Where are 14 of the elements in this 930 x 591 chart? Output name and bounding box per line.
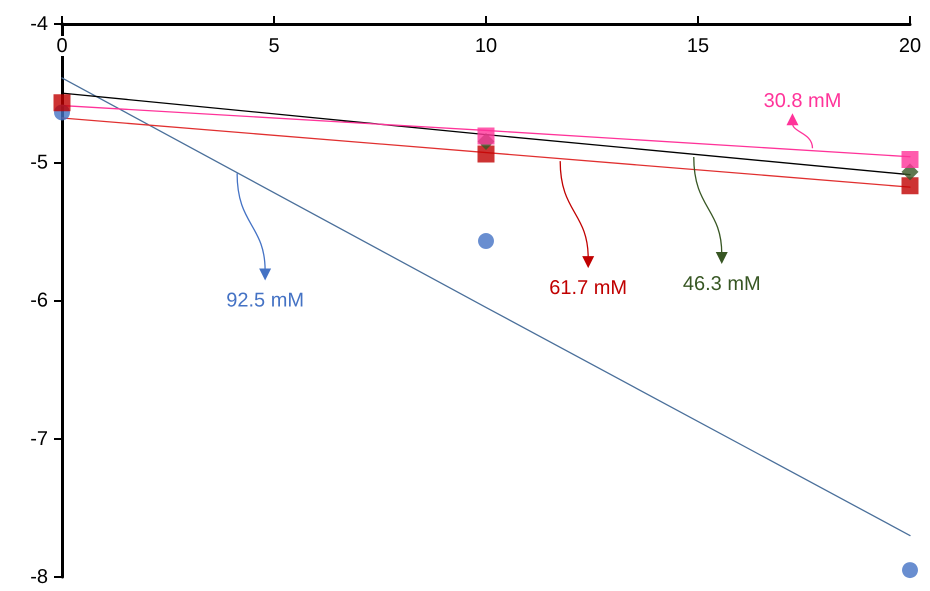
y-tick-label: -8: [30, 566, 48, 588]
x-tick-label: 10: [474, 35, 498, 57]
y-tick-label: -7: [30, 428, 48, 450]
x-tick-label: 20: [898, 35, 922, 57]
annotation: 30.8 mM: [764, 90, 842, 112]
annotation: 92.5 mM: [226, 290, 304, 312]
x-tick-label: 5: [268, 35, 280, 57]
y-tick-label: -5: [30, 151, 48, 174]
annotation: 61.7 mM: [549, 277, 628, 300]
y-tick-label: -6: [30, 290, 48, 312]
annotation: 46.3 mM: [682, 272, 761, 295]
y-tick-label: -4: [30, 13, 48, 35]
x-tick-label: 0: [56, 35, 68, 57]
x-tick-label: 15: [686, 35, 710, 57]
